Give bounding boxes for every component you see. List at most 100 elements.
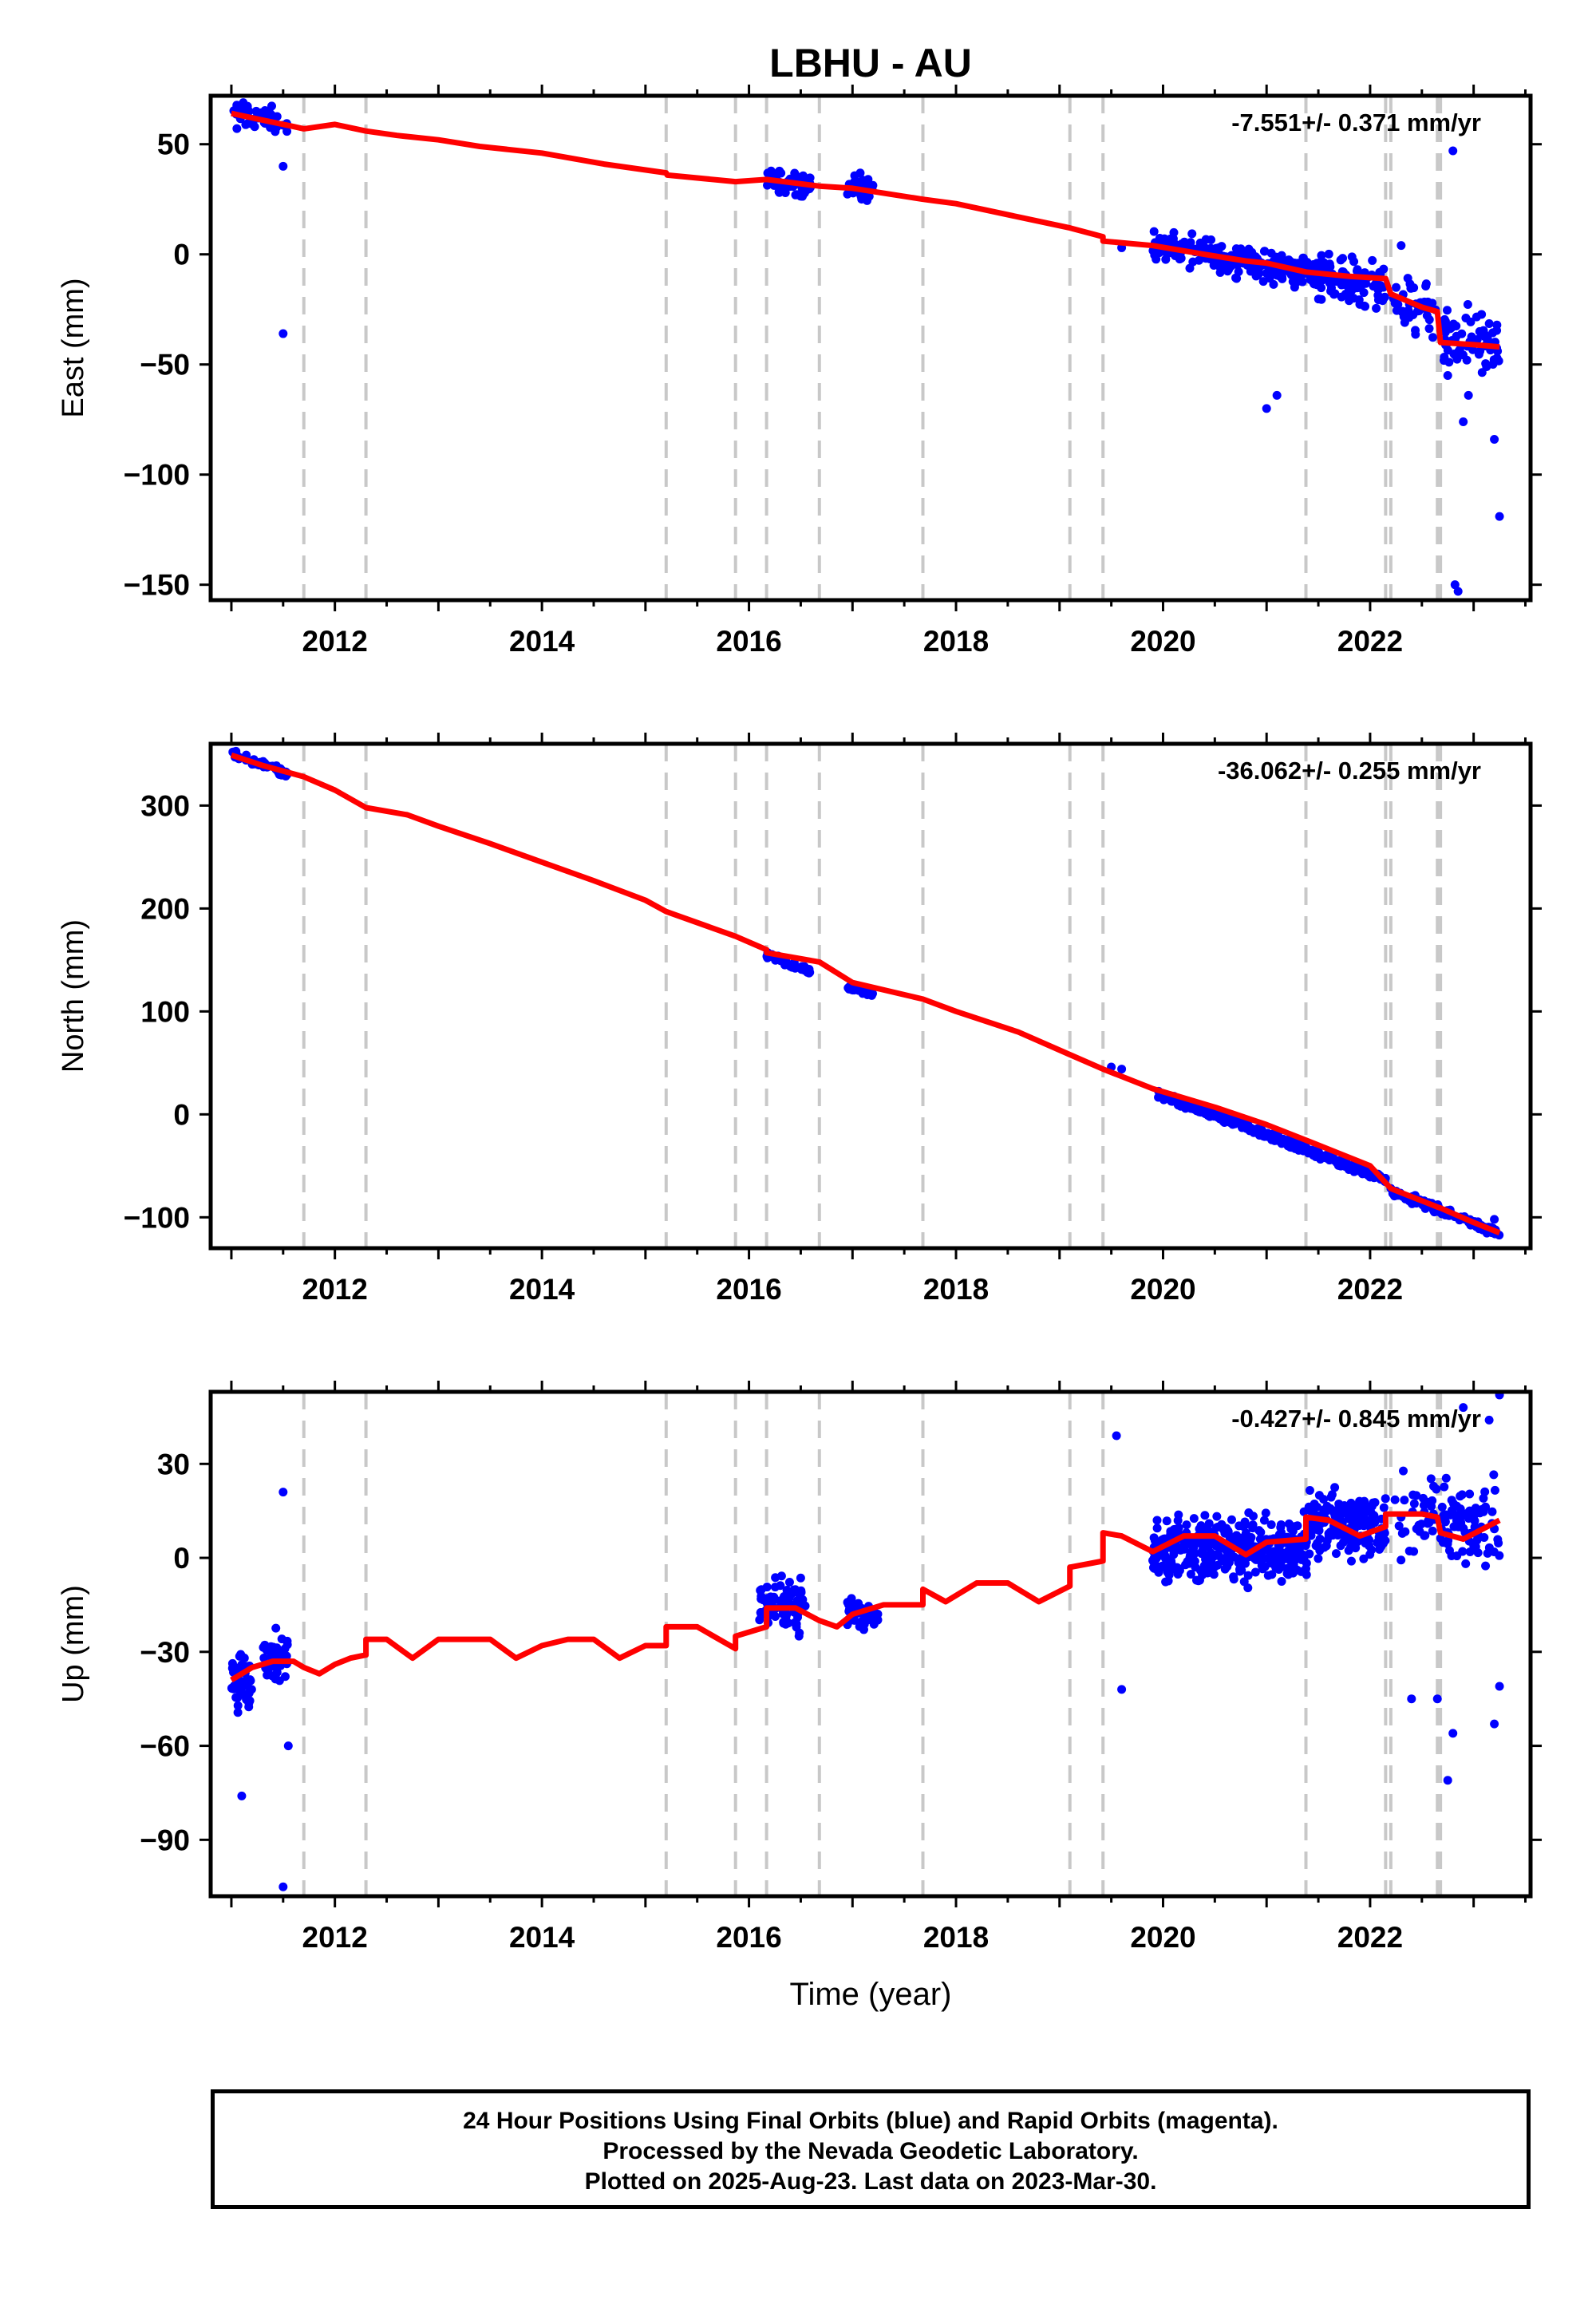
x-tick-label: 2022 — [1337, 625, 1403, 658]
data-point — [1207, 235, 1216, 245]
data-point — [1461, 314, 1471, 323]
data-point — [1454, 1516, 1464, 1526]
data-point — [1343, 288, 1353, 298]
data-point — [843, 1600, 853, 1610]
east-panel: 2012 2014 2016 2018 2020 2022 50 0 −50 −100 −150 Ea… — [57, 85, 1542, 658]
data-point — [1453, 587, 1463, 596]
data-point — [1151, 1554, 1160, 1563]
data-point — [1266, 1520, 1276, 1529]
x-tick-label: 2018 — [923, 625, 989, 658]
y-tick-label: 0 — [173, 1098, 190, 1131]
data-point — [1428, 333, 1438, 342]
data-point — [784, 1618, 793, 1628]
data-point — [1418, 1493, 1428, 1503]
y-tick-label: 50 — [157, 128, 190, 161]
x-tick-label: 2016 — [716, 1273, 781, 1306]
data-point — [1337, 1160, 1346, 1170]
data-point — [1322, 1152, 1332, 1162]
data-point — [1444, 1535, 1453, 1545]
data-point — [1194, 255, 1203, 265]
data-point — [798, 192, 808, 201]
data-point — [1112, 1431, 1121, 1441]
data-point — [1440, 352, 1449, 362]
data-point — [780, 960, 789, 970]
data-point — [1461, 1559, 1471, 1568]
data-point — [1191, 1575, 1201, 1585]
y-tick-label: −60 — [140, 1730, 190, 1763]
data-point — [1232, 1531, 1242, 1540]
data-point — [1338, 254, 1348, 263]
caption-line-1: 24 Hour Positions Using Final Orbits (bl… — [463, 2108, 1278, 2134]
data-point — [1440, 314, 1449, 324]
x-axis: 2012 2014 2016 2018 2020 2022 — [230, 1381, 1527, 1954]
data-point — [1269, 279, 1278, 289]
data-point — [1262, 404, 1271, 413]
data-point — [279, 161, 288, 171]
data-point — [1411, 330, 1420, 339]
data-point — [1179, 1544, 1189, 1554]
data-point — [1494, 1539, 1503, 1548]
data-point — [1490, 435, 1499, 445]
rate-label: -7.551+/- 0.371 mm/yr — [1231, 109, 1481, 136]
data-point — [1380, 292, 1389, 302]
data-point — [1420, 1531, 1430, 1540]
data-point — [1235, 1567, 1245, 1576]
data-point — [1173, 1516, 1183, 1525]
data-point — [1256, 1556, 1266, 1566]
data-point — [1225, 1116, 1235, 1125]
data-point — [797, 962, 807, 971]
y-axis-label: Up (mm) — [57, 1585, 90, 1703]
data-point — [1409, 283, 1419, 293]
data-point — [1483, 1548, 1492, 1558]
data-point — [1156, 1563, 1166, 1573]
data-point — [1163, 1567, 1172, 1577]
data-point — [1399, 1466, 1408, 1476]
data-point — [1266, 248, 1276, 258]
model-line — [230, 1511, 1501, 1683]
data-point — [1162, 249, 1171, 259]
x-axis: 2012 2014 2016 2018 2020 2022 — [230, 85, 1527, 658]
data-point — [1420, 297, 1429, 306]
data-point — [1327, 1490, 1337, 1500]
data-point — [763, 168, 772, 178]
data-points — [227, 1392, 1504, 1891]
data-point — [1456, 1492, 1465, 1501]
data-point — [778, 1608, 788, 1618]
data-point — [1379, 1503, 1389, 1512]
data-point — [1302, 1143, 1311, 1152]
data-point — [1490, 1485, 1499, 1495]
model-line — [231, 110, 1500, 350]
data-point — [1309, 260, 1318, 270]
data-point — [1176, 1100, 1186, 1109]
up-panel: 2012 2014 2016 2018 2020 2022 30 0 −30 −60 −90 Up (… — [57, 1381, 1542, 1954]
data-point — [282, 127, 292, 136]
data-point — [1462, 355, 1472, 365]
data-point — [1152, 1524, 1162, 1533]
data-point — [1484, 1415, 1494, 1425]
data-point — [1452, 1501, 1462, 1511]
data-point — [1409, 1547, 1419, 1556]
data-point — [1448, 146, 1458, 156]
y-tick-label: −50 — [140, 349, 190, 381]
rate-label: -36.062+/- 0.255 mm/yr — [1218, 757, 1481, 785]
y-tick-label: 30 — [157, 1448, 190, 1480]
data-point — [776, 1581, 785, 1591]
x-tick-label: 2012 — [302, 1921, 368, 1954]
data-point — [1330, 1506, 1340, 1516]
data-point — [798, 171, 808, 180]
data-point — [1149, 227, 1159, 236]
data-point — [1288, 1568, 1298, 1578]
data-point — [1407, 1694, 1416, 1704]
data-point — [1427, 1502, 1436, 1512]
data-point — [1472, 334, 1482, 344]
data-point — [233, 1693, 243, 1702]
caption-line-2: Processed by the Nevada Geodetic Laborat… — [602, 2138, 1139, 2164]
data-point — [1400, 1496, 1409, 1505]
data-point — [1257, 1550, 1266, 1559]
data-point — [1175, 255, 1184, 264]
data-point — [1472, 312, 1481, 322]
data-point — [1394, 1521, 1404, 1531]
data-point — [787, 1589, 796, 1599]
data-point — [1448, 1729, 1458, 1738]
data-point — [1312, 1148, 1321, 1158]
